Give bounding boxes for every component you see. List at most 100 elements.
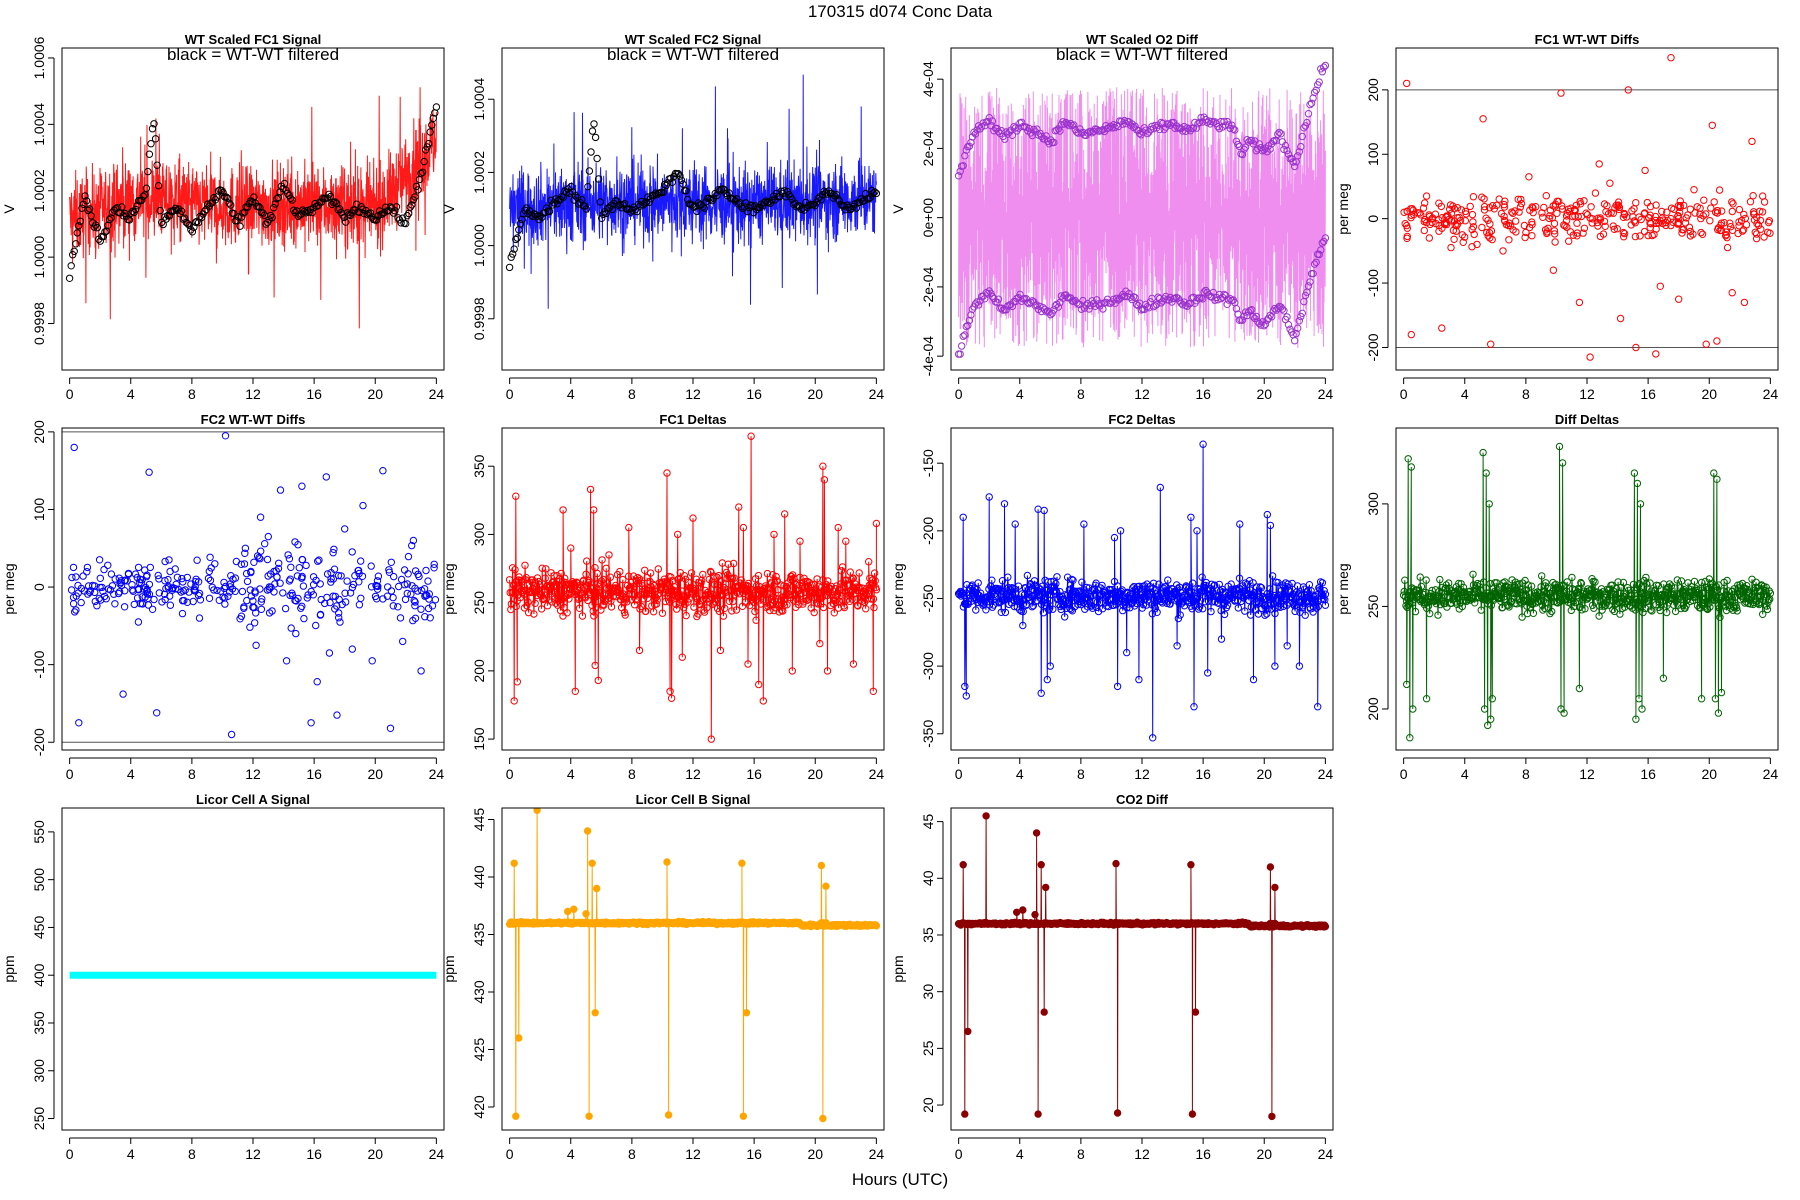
scatter-point (124, 569, 133, 578)
delta-point (1416, 573, 1424, 581)
filtered-point (259, 209, 267, 217)
delta-point (623, 598, 631, 606)
filtered-point (125, 216, 134, 224)
delta-point (584, 596, 592, 605)
delta-point (982, 606, 990, 614)
x-tick-label: 16 (1640, 386, 1656, 402)
scatter-outlier-point (195, 614, 204, 622)
x-tick-label: 0 (66, 766, 74, 782)
scatter-point (1550, 227, 1559, 235)
delta-point (1414, 590, 1423, 598)
scatter-point (256, 585, 264, 593)
scatter-point (154, 571, 162, 580)
delta-point (1647, 606, 1655, 614)
scatter-outlier-point (227, 730, 236, 739)
delta-point (735, 503, 743, 511)
scatter-point (1594, 222, 1602, 230)
delta-point (673, 605, 681, 613)
filtered-point (429, 114, 437, 123)
scatter-point (142, 572, 151, 581)
delta-point (1546, 609, 1554, 618)
scatter-point (1678, 229, 1686, 237)
plot-area (954, 812, 1330, 1121)
upper-point (1195, 118, 1204, 127)
filtered-point (516, 220, 525, 228)
scatter-point (334, 571, 343, 580)
delta-point (995, 599, 1003, 607)
scatter-point (68, 573, 76, 582)
scatter-point (1505, 236, 1513, 244)
scatter-outlier-point (221, 432, 230, 440)
delta-point (672, 600, 680, 609)
delta-point (1553, 583, 1561, 592)
scatter-point (1579, 229, 1587, 237)
scatter-point (348, 548, 356, 556)
scatter-point (228, 585, 237, 593)
scatter-point (1670, 205, 1678, 214)
filtered-point (266, 211, 275, 220)
delta-point (678, 587, 686, 595)
lower-point (1054, 303, 1063, 311)
x-tick-label: 24 (869, 766, 885, 782)
filtered-point (90, 223, 98, 231)
scatter-point (1630, 217, 1639, 225)
plot-frame (61, 47, 445, 371)
delta-point (1320, 587, 1328, 595)
filtered-point (397, 219, 405, 227)
delta-point (788, 667, 796, 675)
scatter-point (1483, 228, 1491, 237)
scatter-point (1723, 233, 1731, 242)
scatter-point (1663, 208, 1671, 216)
scatter-point (69, 600, 78, 608)
delta-point (1548, 607, 1556, 616)
scatter-point (1435, 199, 1443, 207)
delta-point (667, 573, 675, 581)
scatter-point (1425, 234, 1434, 242)
panel-annotation: black = WT-WT filtered (607, 45, 779, 64)
signal-point (822, 882, 830, 890)
delta-point (1049, 605, 1057, 613)
x-tick-label: 16 (1640, 766, 1656, 782)
filtered-point (510, 245, 518, 253)
delta-point (1485, 500, 1493, 508)
filtered-point (141, 191, 149, 199)
delta-point (1663, 608, 1671, 617)
delta-point (1757, 592, 1765, 600)
y-tick-label: 420 (471, 1095, 487, 1119)
delta-point (540, 595, 548, 603)
scatter-point (373, 577, 382, 585)
x-tick-label: 0 (955, 386, 963, 402)
filtered-point (142, 184, 151, 192)
delta-point (1271, 609, 1279, 618)
filtered-point (159, 220, 167, 229)
y-tick-label: 0 (1365, 215, 1381, 223)
delta-point (1123, 648, 1131, 657)
x-tick-label: 8 (628, 766, 636, 782)
scatter-point (187, 580, 195, 588)
scatter-point (389, 602, 397, 610)
signal-point (1031, 910, 1039, 919)
delta-point (751, 607, 759, 616)
delta-point (569, 580, 577, 588)
scatter-point (299, 582, 308, 590)
delta-point (1201, 598, 1209, 606)
delta-point (1512, 589, 1520, 597)
delta-point (763, 584, 771, 592)
filtered-point (69, 251, 77, 259)
delta-point (1301, 611, 1309, 619)
scatter-point (1562, 212, 1571, 220)
filtered-point (594, 175, 603, 183)
scatter-point (173, 573, 182, 581)
scatter-point (83, 563, 92, 572)
delta-point (818, 593, 827, 601)
scatter-point (1567, 204, 1575, 212)
scatter-outlier-point (313, 678, 321, 686)
scatter-point (1469, 223, 1478, 231)
scatter-point (1640, 227, 1649, 236)
delta-point (1190, 703, 1198, 711)
delta-point (1247, 611, 1255, 619)
scatter-point (348, 583, 357, 592)
scatter-point (291, 596, 299, 605)
scatter-point (312, 621, 320, 630)
